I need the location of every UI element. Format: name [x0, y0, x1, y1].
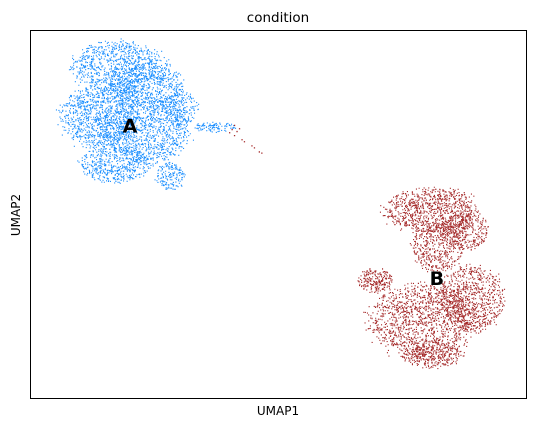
- cluster-label-B: B: [430, 268, 444, 290]
- scatter-points-B: [229, 124, 506, 370]
- chart-title: condition: [247, 10, 309, 26]
- scatter-points: [55, 38, 506, 370]
- cluster-label-A: A: [123, 115, 138, 137]
- y-axis-label: UMAP2: [9, 194, 23, 236]
- plot-frame: [30, 30, 527, 399]
- series-A: [55, 38, 237, 190]
- series-B: [229, 124, 506, 370]
- scatter-points-A: [55, 38, 237, 190]
- x-axis-label: UMAP1: [257, 404, 299, 418]
- cluster-labels: AB: [123, 115, 445, 290]
